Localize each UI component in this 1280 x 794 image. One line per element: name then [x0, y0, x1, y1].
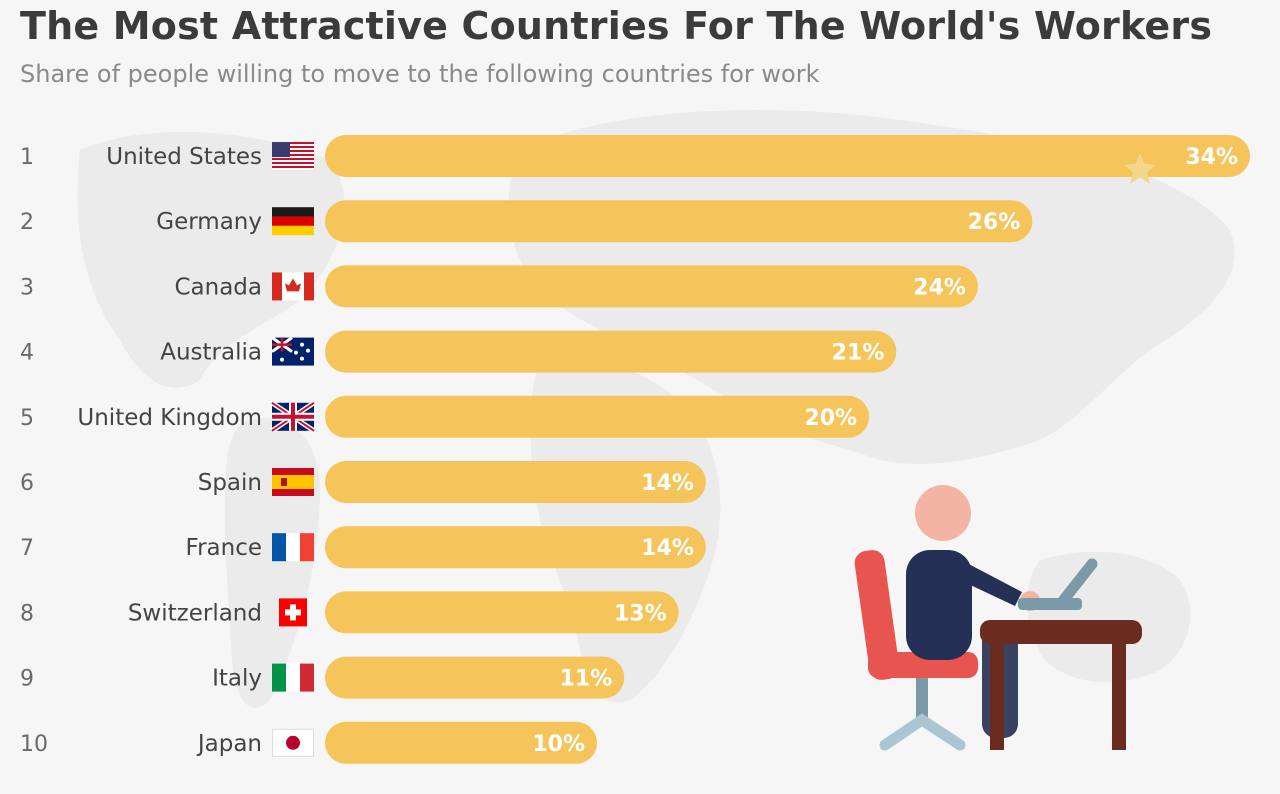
bar	[325, 656, 625, 699]
bar	[325, 526, 706, 569]
country-label: Italy	[212, 666, 262, 692]
bar	[325, 395, 870, 438]
italy-flag-icon	[272, 663, 314, 692]
bar-row: 2 Germany 26%	[20, 200, 1033, 243]
rank-label: 5	[20, 406, 34, 431]
rank-label: 6	[20, 471, 34, 496]
japan-flag-icon	[272, 728, 314, 757]
bar-row: 5 United Kingdom 20%	[20, 395, 870, 438]
value-label: 34%	[1185, 145, 1238, 170]
country-label: Germany	[156, 209, 262, 235]
country-label: France	[186, 535, 262, 561]
value-label: 10%	[532, 732, 585, 757]
rank-label: 9	[20, 667, 34, 692]
france-flag-icon	[272, 533, 314, 562]
spain-flag-icon	[272, 468, 314, 496]
bar-chart: 1 United States 34% 2 Germany 26% 3 Canada 24% 4 A…	[20, 135, 1250, 764]
germany-flag-icon	[272, 207, 314, 236]
bar-row: 10 Japan 10%	[20, 721, 598, 764]
bar-row: 4 Australia 21%	[20, 330, 897, 373]
bar	[325, 591, 679, 634]
bar-row: 6 Spain 14%	[20, 461, 706, 503]
value-label: 14%	[641, 536, 694, 561]
bar-row: 1 United States 34%	[20, 135, 1250, 184]
value-label: 20%	[804, 406, 857, 431]
country-label: Canada	[174, 274, 262, 300]
value-label: 21%	[832, 341, 885, 366]
bar	[325, 330, 897, 373]
bar-row: 3 Canada 24%	[20, 265, 978, 308]
uk-flag-icon	[270, 400, 316, 433]
rank-label: 10	[20, 732, 48, 757]
country-label: United Kingdom	[77, 405, 262, 431]
rank-label: 8	[20, 601, 34, 626]
value-label: 26%	[968, 210, 1021, 235]
canada-flag-icon	[272, 272, 314, 301]
country-label: Japan	[196, 731, 262, 757]
rank-label: 4	[20, 341, 34, 366]
bar	[325, 461, 706, 503]
star-icon	[1123, 153, 1157, 184]
rank-label: 1	[20, 145, 34, 170]
person-working-at-laptop-icon	[854, 485, 1142, 751]
country-label: Switzerland	[128, 600, 262, 626]
value-label: 14%	[641, 471, 694, 496]
us-flag-icon	[272, 142, 314, 170]
country-label: Spain	[198, 470, 262, 496]
bar	[325, 265, 978, 308]
chart-subtitle: Share of people willing to move to the f…	[20, 60, 820, 88]
bar	[325, 721, 598, 764]
rank-label: 2	[20, 210, 34, 235]
value-label: 11%	[560, 667, 613, 692]
value-label: 13%	[614, 601, 667, 626]
bar	[325, 135, 1250, 177]
australia-flag-icon	[271, 336, 314, 366]
country-label: Australia	[160, 340, 262, 366]
rank-label: 3	[20, 275, 34, 300]
rank-label: 7	[20, 536, 34, 561]
value-label: 24%	[913, 275, 966, 300]
bar	[325, 200, 1033, 243]
switzerland-flag-icon	[279, 598, 307, 627]
bar-row: 9 Italy 11%	[20, 656, 625, 699]
chart-title: The Most Attractive Countries For The Wo…	[20, 4, 1213, 48]
bar-row: 8 Switzerland 13%	[20, 591, 679, 634]
bar-row: 7 France 14%	[20, 526, 706, 569]
country-label: United States	[106, 144, 262, 170]
